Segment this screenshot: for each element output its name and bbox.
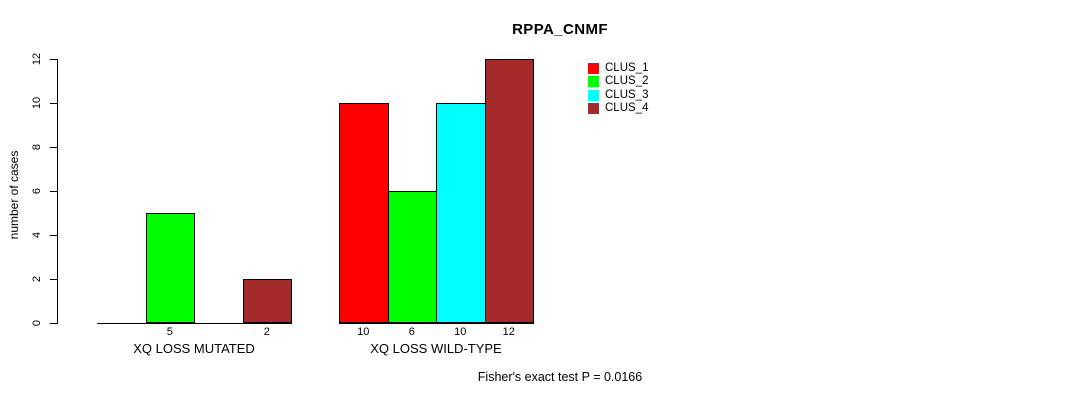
y-tick-label: 2 [31, 275, 43, 283]
group-label: XQ LOSS MUTATED [133, 341, 255, 356]
y-tick-mark [50, 279, 57, 280]
y-tick-label: 12 [31, 52, 43, 66]
stat-test-footnote: Fisher's exact test P = 0.0166 [477, 370, 643, 384]
legend-label: CLUS_1 [605, 62, 649, 74]
legend-swatch [588, 76, 599, 88]
x-baseline [97, 323, 292, 324]
legend-swatch [588, 103, 599, 115]
chart-title: RPPA_CNMF [512, 21, 608, 38]
y-tick-mark [50, 59, 57, 60]
legend-label: CLUS_3 [605, 88, 649, 101]
y-tick-mark [50, 147, 57, 148]
y-tick-mark [50, 103, 57, 104]
legend-swatch [588, 63, 599, 74]
y-tick-label: 0 [31, 319, 43, 327]
x-baseline [339, 323, 534, 324]
group-label: XQ LOSS WILD-TYPE [370, 341, 502, 356]
bar-value-label: 10 [454, 326, 467, 338]
y-tick-label: 8 [31, 143, 43, 151]
y-tick-mark [50, 191, 57, 192]
bar [339, 103, 389, 323]
legend-label: CLUS_2 [605, 75, 649, 88]
y-tick-label: 6 [31, 187, 43, 195]
y-tick-mark [50, 235, 57, 236]
bar-value-label: 10 [357, 326, 370, 338]
bar-value-label: 6 [408, 326, 415, 338]
y-axis-line [57, 59, 58, 324]
bar [484, 59, 534, 323]
bar [242, 279, 292, 323]
legend-label: CLUS_4 [605, 102, 649, 115]
bar [387, 191, 437, 323]
bar-value-label: 5 [166, 326, 173, 338]
bar-value-label: 12 [502, 326, 515, 338]
y-tick-mark [50, 323, 57, 324]
bar [145, 213, 195, 323]
y-tick-label: 4 [31, 231, 43, 239]
bar-value-label: 2 [263, 326, 270, 338]
y-tick-label: 10 [31, 96, 43, 110]
legend-swatch [588, 89, 599, 101]
bar [436, 103, 486, 323]
